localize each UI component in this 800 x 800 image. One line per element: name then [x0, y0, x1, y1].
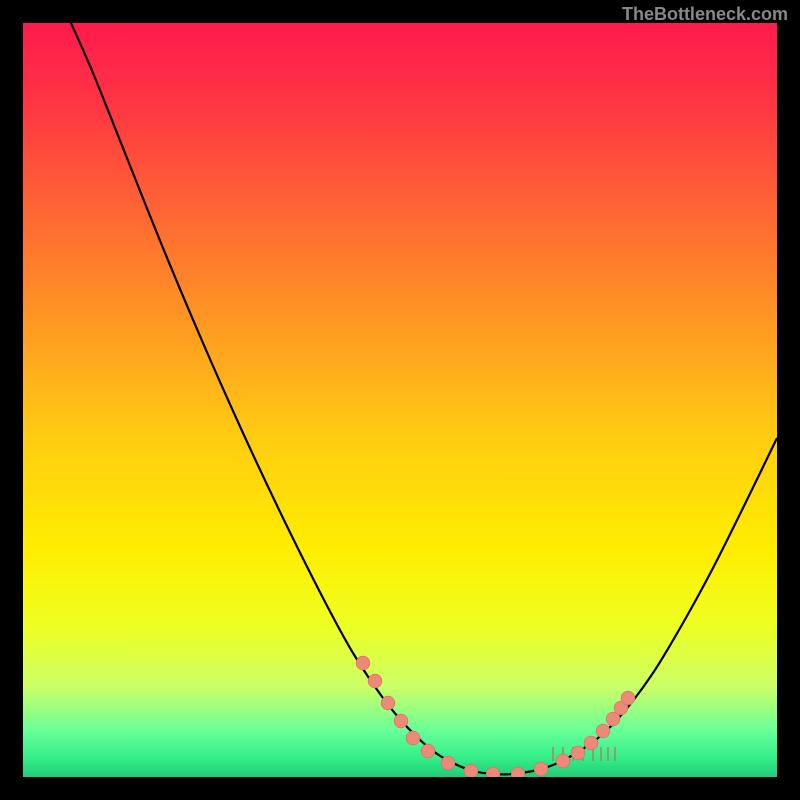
bottleneck-curve [71, 23, 777, 774]
chart-overlay [23, 23, 777, 777]
plot-area [23, 23, 777, 777]
watermark-text: TheBottleneck.com [622, 4, 788, 25]
